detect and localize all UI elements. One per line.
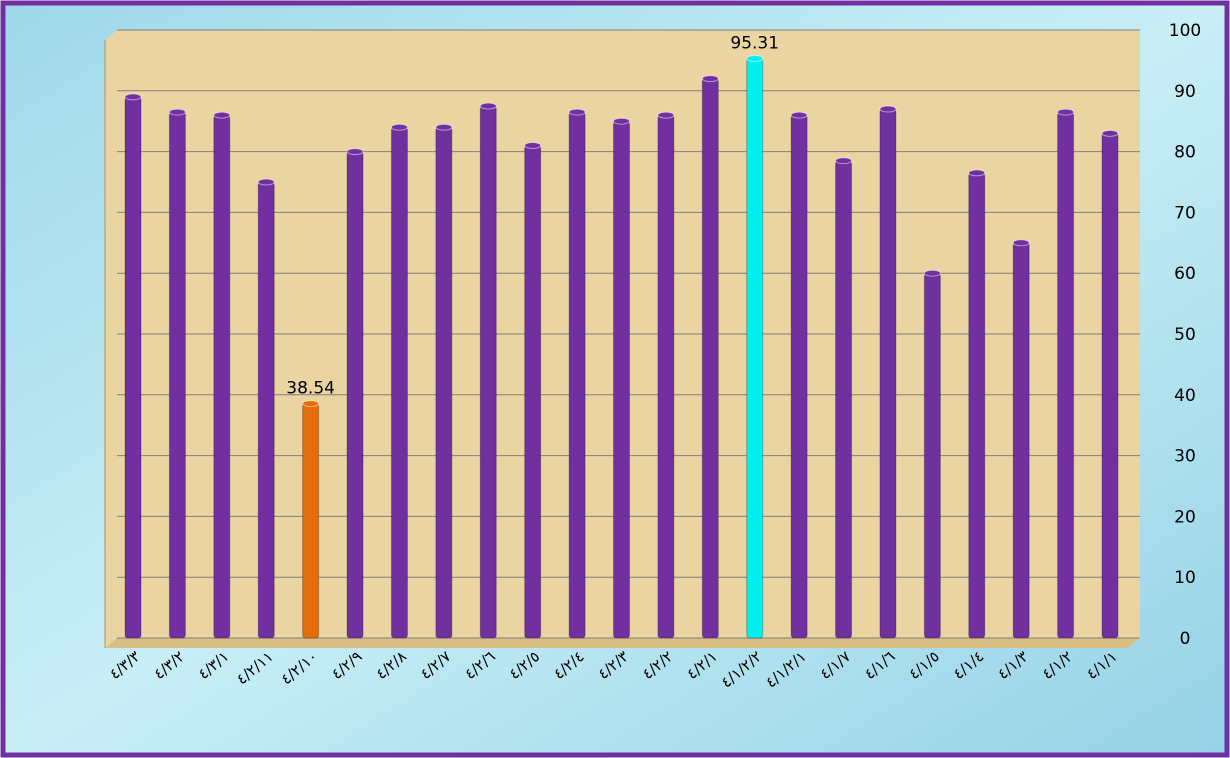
bar-top (479, 102, 497, 110)
bar-top (168, 108, 186, 116)
bar-top (1012, 239, 1030, 247)
bar-top (835, 157, 853, 165)
bar (524, 145, 542, 639)
bar (1057, 111, 1075, 639)
bar (213, 114, 231, 639)
y-tick-label: 10 (1174, 568, 1196, 588)
bar-top (657, 111, 675, 119)
bar (1101, 132, 1119, 639)
bar (124, 96, 142, 639)
bar-top (790, 111, 808, 119)
data-label: 38.54 (286, 379, 335, 399)
y-tick-label: 50 (1174, 325, 1196, 345)
bar-top (746, 55, 764, 63)
bar (657, 114, 675, 639)
bar (435, 126, 453, 639)
bar (746, 58, 764, 639)
bar-top (923, 269, 941, 277)
bar-top (257, 178, 275, 186)
bar (168, 111, 186, 639)
bar-top (435, 123, 453, 131)
y-tick-label: 90 (1174, 82, 1196, 102)
bar-top (346, 148, 364, 156)
bar (879, 108, 897, 639)
bar (1012, 242, 1030, 639)
y-tick-label: 60 (1174, 264, 1196, 284)
bar-top (302, 400, 320, 408)
plot-floor (105, 638, 1140, 648)
bar-top (1057, 108, 1075, 116)
bar-top (524, 142, 542, 150)
y-tick-label: 80 (1174, 143, 1196, 163)
bar-top (701, 75, 719, 83)
bar-top (213, 111, 231, 119)
bar-top (968, 169, 986, 177)
bar-top (124, 93, 142, 101)
y-tick-label: 0 (1180, 629, 1191, 649)
data-label: 95.31 (730, 34, 779, 54)
bar (302, 403, 320, 639)
bar (613, 120, 630, 639)
bar-top (1101, 129, 1119, 137)
bar (701, 78, 719, 639)
bar-top (390, 123, 408, 131)
y-tick-label: 100 (1169, 21, 1201, 41)
y-tick-label: 40 (1174, 386, 1196, 406)
bar (923, 272, 941, 639)
bar (790, 114, 808, 639)
bar (479, 105, 497, 639)
bar (390, 126, 408, 639)
bar (835, 160, 853, 639)
bar (257, 181, 275, 639)
y-tick-label: 70 (1174, 203, 1196, 223)
bar (568, 111, 586, 639)
y-tick-label: 20 (1174, 507, 1196, 527)
bar (968, 172, 986, 639)
bar-top (568, 108, 586, 116)
y-tick-label: 30 (1174, 447, 1196, 467)
bar-top (879, 105, 897, 113)
bar (346, 151, 364, 639)
bar-top (613, 117, 630, 125)
